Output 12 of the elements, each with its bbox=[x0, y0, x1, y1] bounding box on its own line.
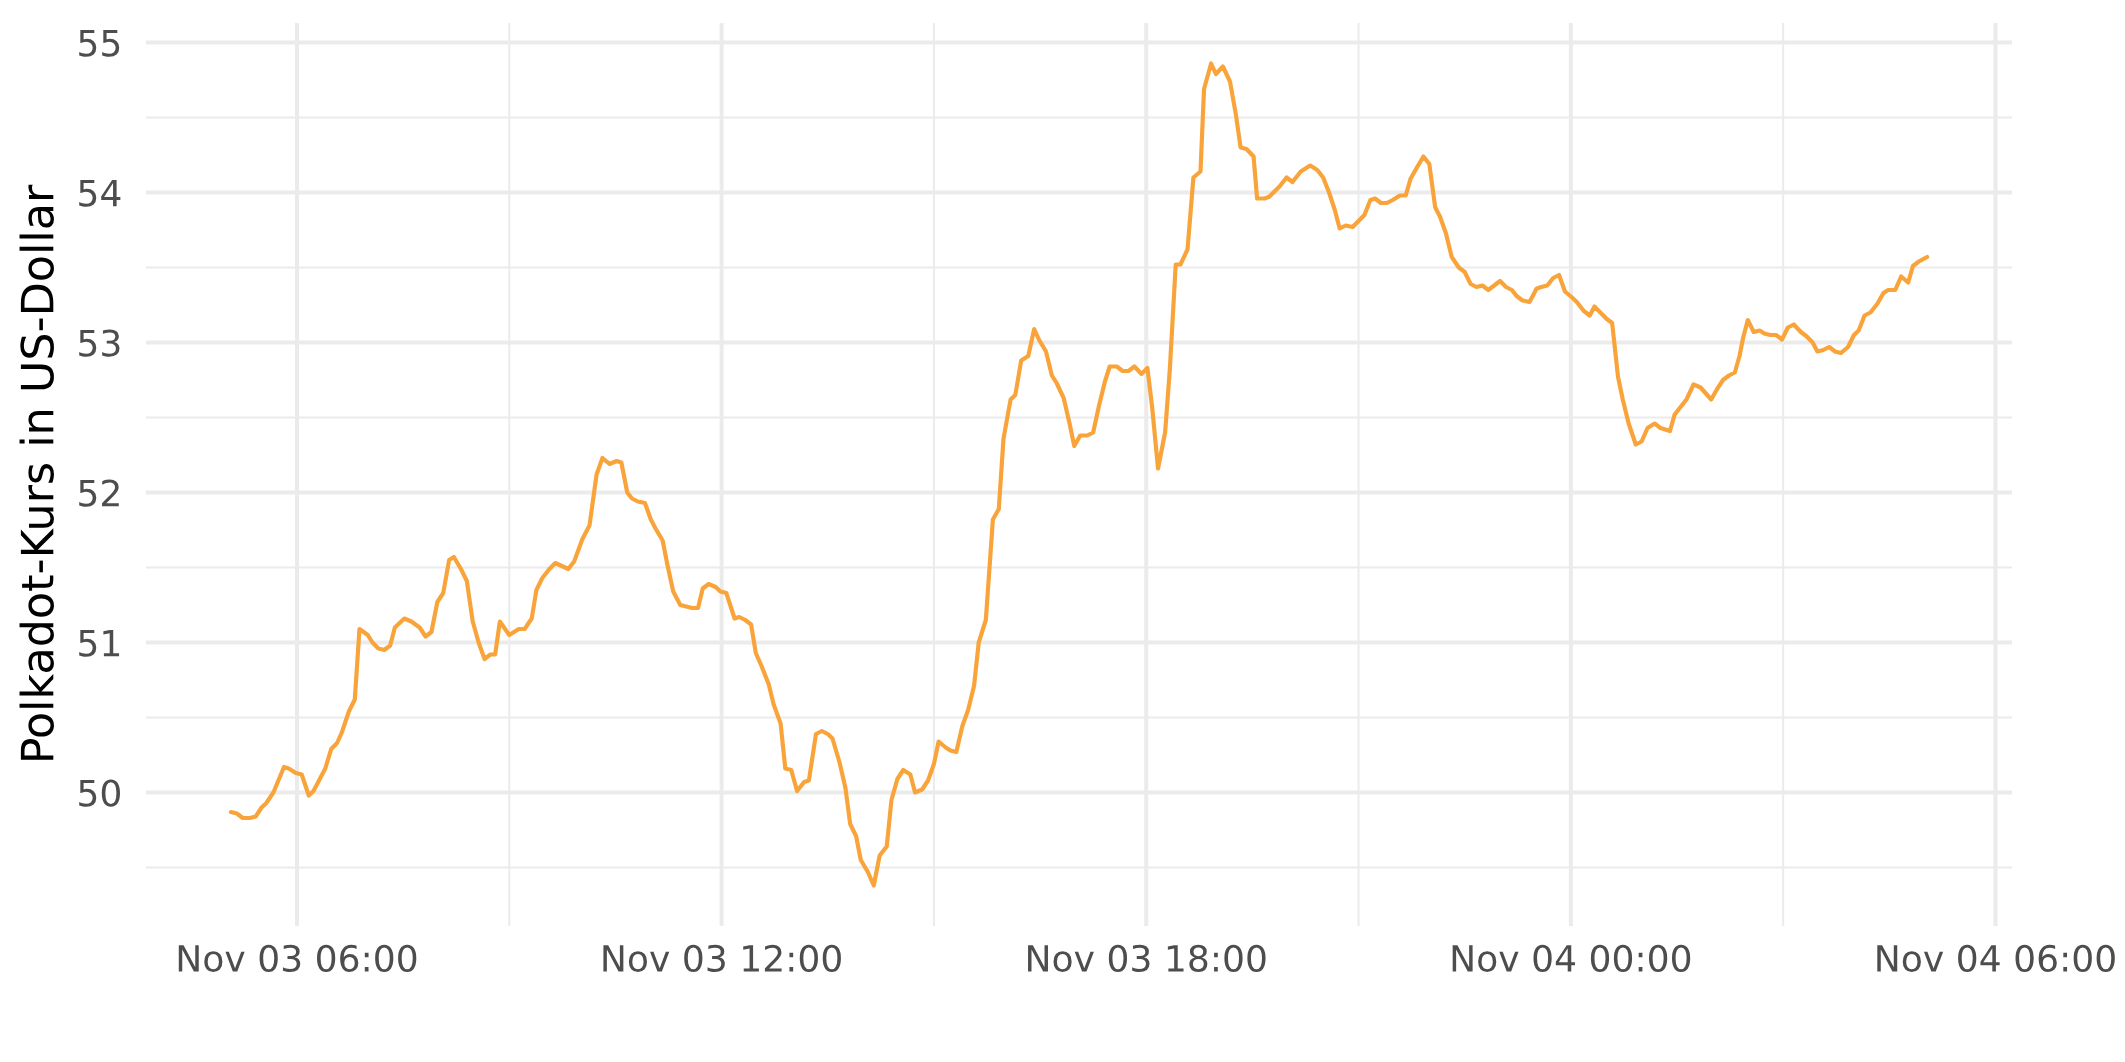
y-tick-label: 54 bbox=[79, 179, 121, 207]
x-tick-label: Nov 03 18:00 bbox=[1028, 944, 1266, 973]
x-tick-label: Nov 03 06:00 bbox=[178, 944, 417, 973]
x-tick-label: Nov 04 00:00 bbox=[1452, 944, 1691, 973]
y-tick-label: 55 bbox=[79, 29, 120, 57]
y-tick-label: 53 bbox=[79, 329, 120, 357]
x-tick-label: Nov 04 06:00 bbox=[1877, 944, 2115, 973]
y-tick-label: 50 bbox=[79, 779, 120, 807]
y-tick-label: 52 bbox=[79, 479, 119, 507]
x-tick-label: Nov 03 12:00 bbox=[603, 944, 841, 973]
y-tick-label: 51 bbox=[79, 629, 120, 657]
y-axis-title: Polkadot-Kurs in US-Dollar bbox=[19, 184, 54, 760]
